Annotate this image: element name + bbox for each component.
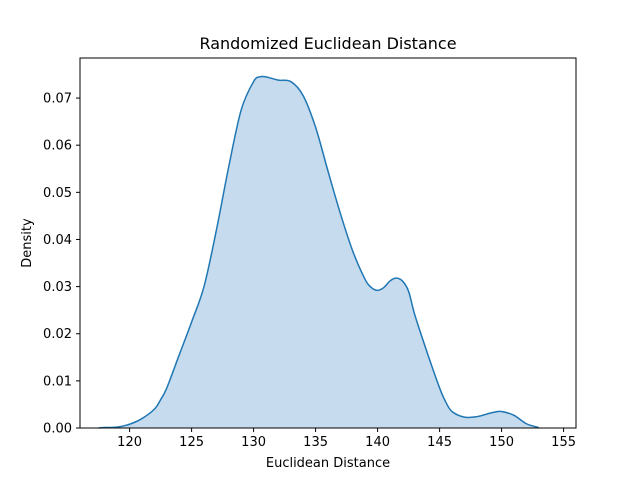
y-axis: 0.00 0.01 0.02 0.03 0.04 0.05 0.06 0.07 — [43, 92, 80, 437]
x-tick-label: 155 — [551, 435, 576, 450]
chart-title: Randomized Euclidean Distance — [199, 34, 456, 53]
y-tick-label: 0.07 — [43, 92, 72, 107]
density-fill-area — [98, 76, 539, 429]
axes-frame — [79, 57, 577, 429]
y-tick-label: 0.03 — [43, 280, 72, 295]
y-tick-label: 0.06 — [43, 139, 72, 154]
y-tick-label: 0.02 — [43, 327, 72, 342]
plot-area — [98, 75, 540, 429]
x-tick-label: 150 — [489, 435, 514, 450]
y-tick-label: 0.05 — [43, 186, 72, 201]
y-tick-label: 0.01 — [43, 374, 72, 389]
y-tick-label: 0.00 — [43, 422, 72, 437]
x-tick-label: 135 — [303, 435, 328, 450]
x-tick-label: 120 — [117, 435, 142, 450]
x-axis-label: Euclidean Distance — [266, 456, 390, 471]
density-line — [98, 75, 540, 429]
y-axis-label: Density — [20, 218, 35, 268]
y-tick-label: 0.04 — [43, 233, 72, 248]
x-tick-label: 125 — [179, 435, 204, 450]
x-axis: 120 125 130 135 140 145 150 155 — [117, 428, 576, 450]
x-tick-label: 145 — [427, 435, 452, 450]
x-tick-label: 140 — [365, 435, 390, 450]
x-tick-label: 130 — [241, 435, 266, 450]
